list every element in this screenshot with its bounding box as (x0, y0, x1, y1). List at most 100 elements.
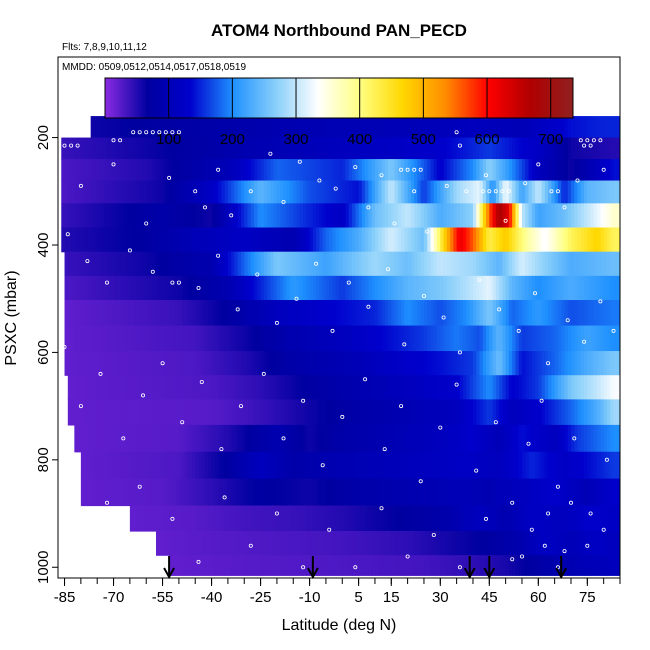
heat-cell (502, 555, 507, 576)
heat-cell (332, 159, 337, 182)
colorbar-segment (369, 78, 372, 118)
colorbar-segment (139, 78, 142, 118)
heat-cell (133, 478, 138, 507)
observation-point (167, 175, 172, 180)
heat-cell (224, 137, 229, 160)
heat-cell (404, 137, 409, 160)
colorbar-segment (271, 78, 274, 118)
observation-point (281, 199, 286, 204)
heat-cell (440, 555, 445, 576)
heat-cell (505, 325, 510, 352)
heat-cell (482, 137, 487, 160)
heat-cell (541, 251, 546, 277)
heat-cell (472, 116, 477, 139)
heat-cell (613, 531, 618, 556)
heat-cell (355, 478, 360, 507)
colorbar-segment (157, 78, 160, 118)
heat-cell (139, 325, 144, 352)
heat-cell (512, 227, 517, 253)
heat-cell (120, 300, 124, 327)
heat-cell (397, 203, 402, 229)
observation-point (457, 565, 462, 570)
heat-cell (175, 116, 180, 139)
heat-cell (361, 325, 366, 352)
heat-cell (289, 399, 294, 426)
heat-cell (472, 159, 477, 182)
heat-cell (528, 351, 533, 376)
heat-cell (476, 325, 481, 352)
heat-cell (548, 451, 552, 480)
colorbar-segment (267, 78, 270, 118)
colorbar-segment (215, 78, 218, 118)
heat-cell (388, 424, 392, 453)
heat-cell (270, 251, 275, 277)
heat-cell (505, 531, 510, 556)
heat-cell (84, 478, 89, 507)
heat-cell (270, 325, 275, 352)
heat-cell (401, 137, 405, 160)
colorbar-segment (397, 78, 400, 118)
heat-cell (433, 159, 438, 182)
heat-cell (466, 116, 471, 139)
heat-cell (221, 351, 226, 376)
heat-cell (394, 227, 399, 253)
heat-cell (87, 478, 92, 507)
heat-cell (87, 375, 92, 401)
heat-cell (597, 300, 601, 327)
colorbar-segment (339, 78, 342, 118)
heat-cell (587, 251, 592, 277)
heat-cell (459, 275, 464, 301)
heat-cell (508, 275, 513, 301)
heat-cell (191, 478, 196, 507)
heat-cell (221, 159, 226, 182)
heat-cell (613, 203, 618, 229)
colorbar-segment (341, 78, 344, 118)
heat-cell (567, 300, 572, 327)
observation-point (588, 511, 593, 516)
colorbar-segment (221, 78, 224, 118)
heat-cell (201, 451, 206, 480)
heat-cell (590, 555, 595, 576)
heat-cell (182, 478, 187, 507)
heat-cell (427, 116, 432, 139)
heat-cell (584, 251, 588, 277)
observation-point (569, 500, 574, 505)
heat-cell (149, 251, 154, 277)
heat-cell (316, 300, 320, 327)
heat-cell (557, 227, 562, 253)
heat-cell (391, 180, 396, 204)
heat-cell (463, 531, 468, 556)
heat-cell (440, 399, 445, 426)
heat-cell (339, 375, 343, 401)
heat-cell (195, 137, 200, 160)
heat-cell (80, 251, 85, 277)
heat-cell (603, 203, 608, 229)
heat-cell (378, 300, 383, 327)
heat-cell (116, 227, 121, 253)
observation-point (199, 379, 204, 384)
layer-band (67, 375, 620, 401)
heat-cell (90, 137, 95, 160)
heat-cell (107, 203, 111, 229)
observation-point (222, 495, 227, 500)
heat-cell (306, 275, 311, 301)
heat-cell (339, 275, 343, 301)
heat-cell (129, 399, 134, 426)
heat-cell (240, 325, 245, 352)
colorbar-segment (277, 78, 280, 118)
heat-cell (456, 451, 461, 480)
heat-cell (374, 325, 379, 352)
colorbar-segment (149, 78, 152, 118)
heat-cell (342, 116, 347, 139)
heat-cell (472, 251, 477, 277)
heat-cell (476, 399, 481, 426)
heat-cell (384, 275, 389, 301)
heat-cell (446, 375, 451, 401)
heat-cell (554, 478, 559, 507)
colorbar-segment (419, 78, 422, 118)
heat-cell (574, 137, 579, 160)
heat-cell (335, 505, 340, 532)
heat-cell (64, 300, 69, 327)
heat-cell (107, 159, 111, 182)
heat-cell (417, 555, 422, 576)
